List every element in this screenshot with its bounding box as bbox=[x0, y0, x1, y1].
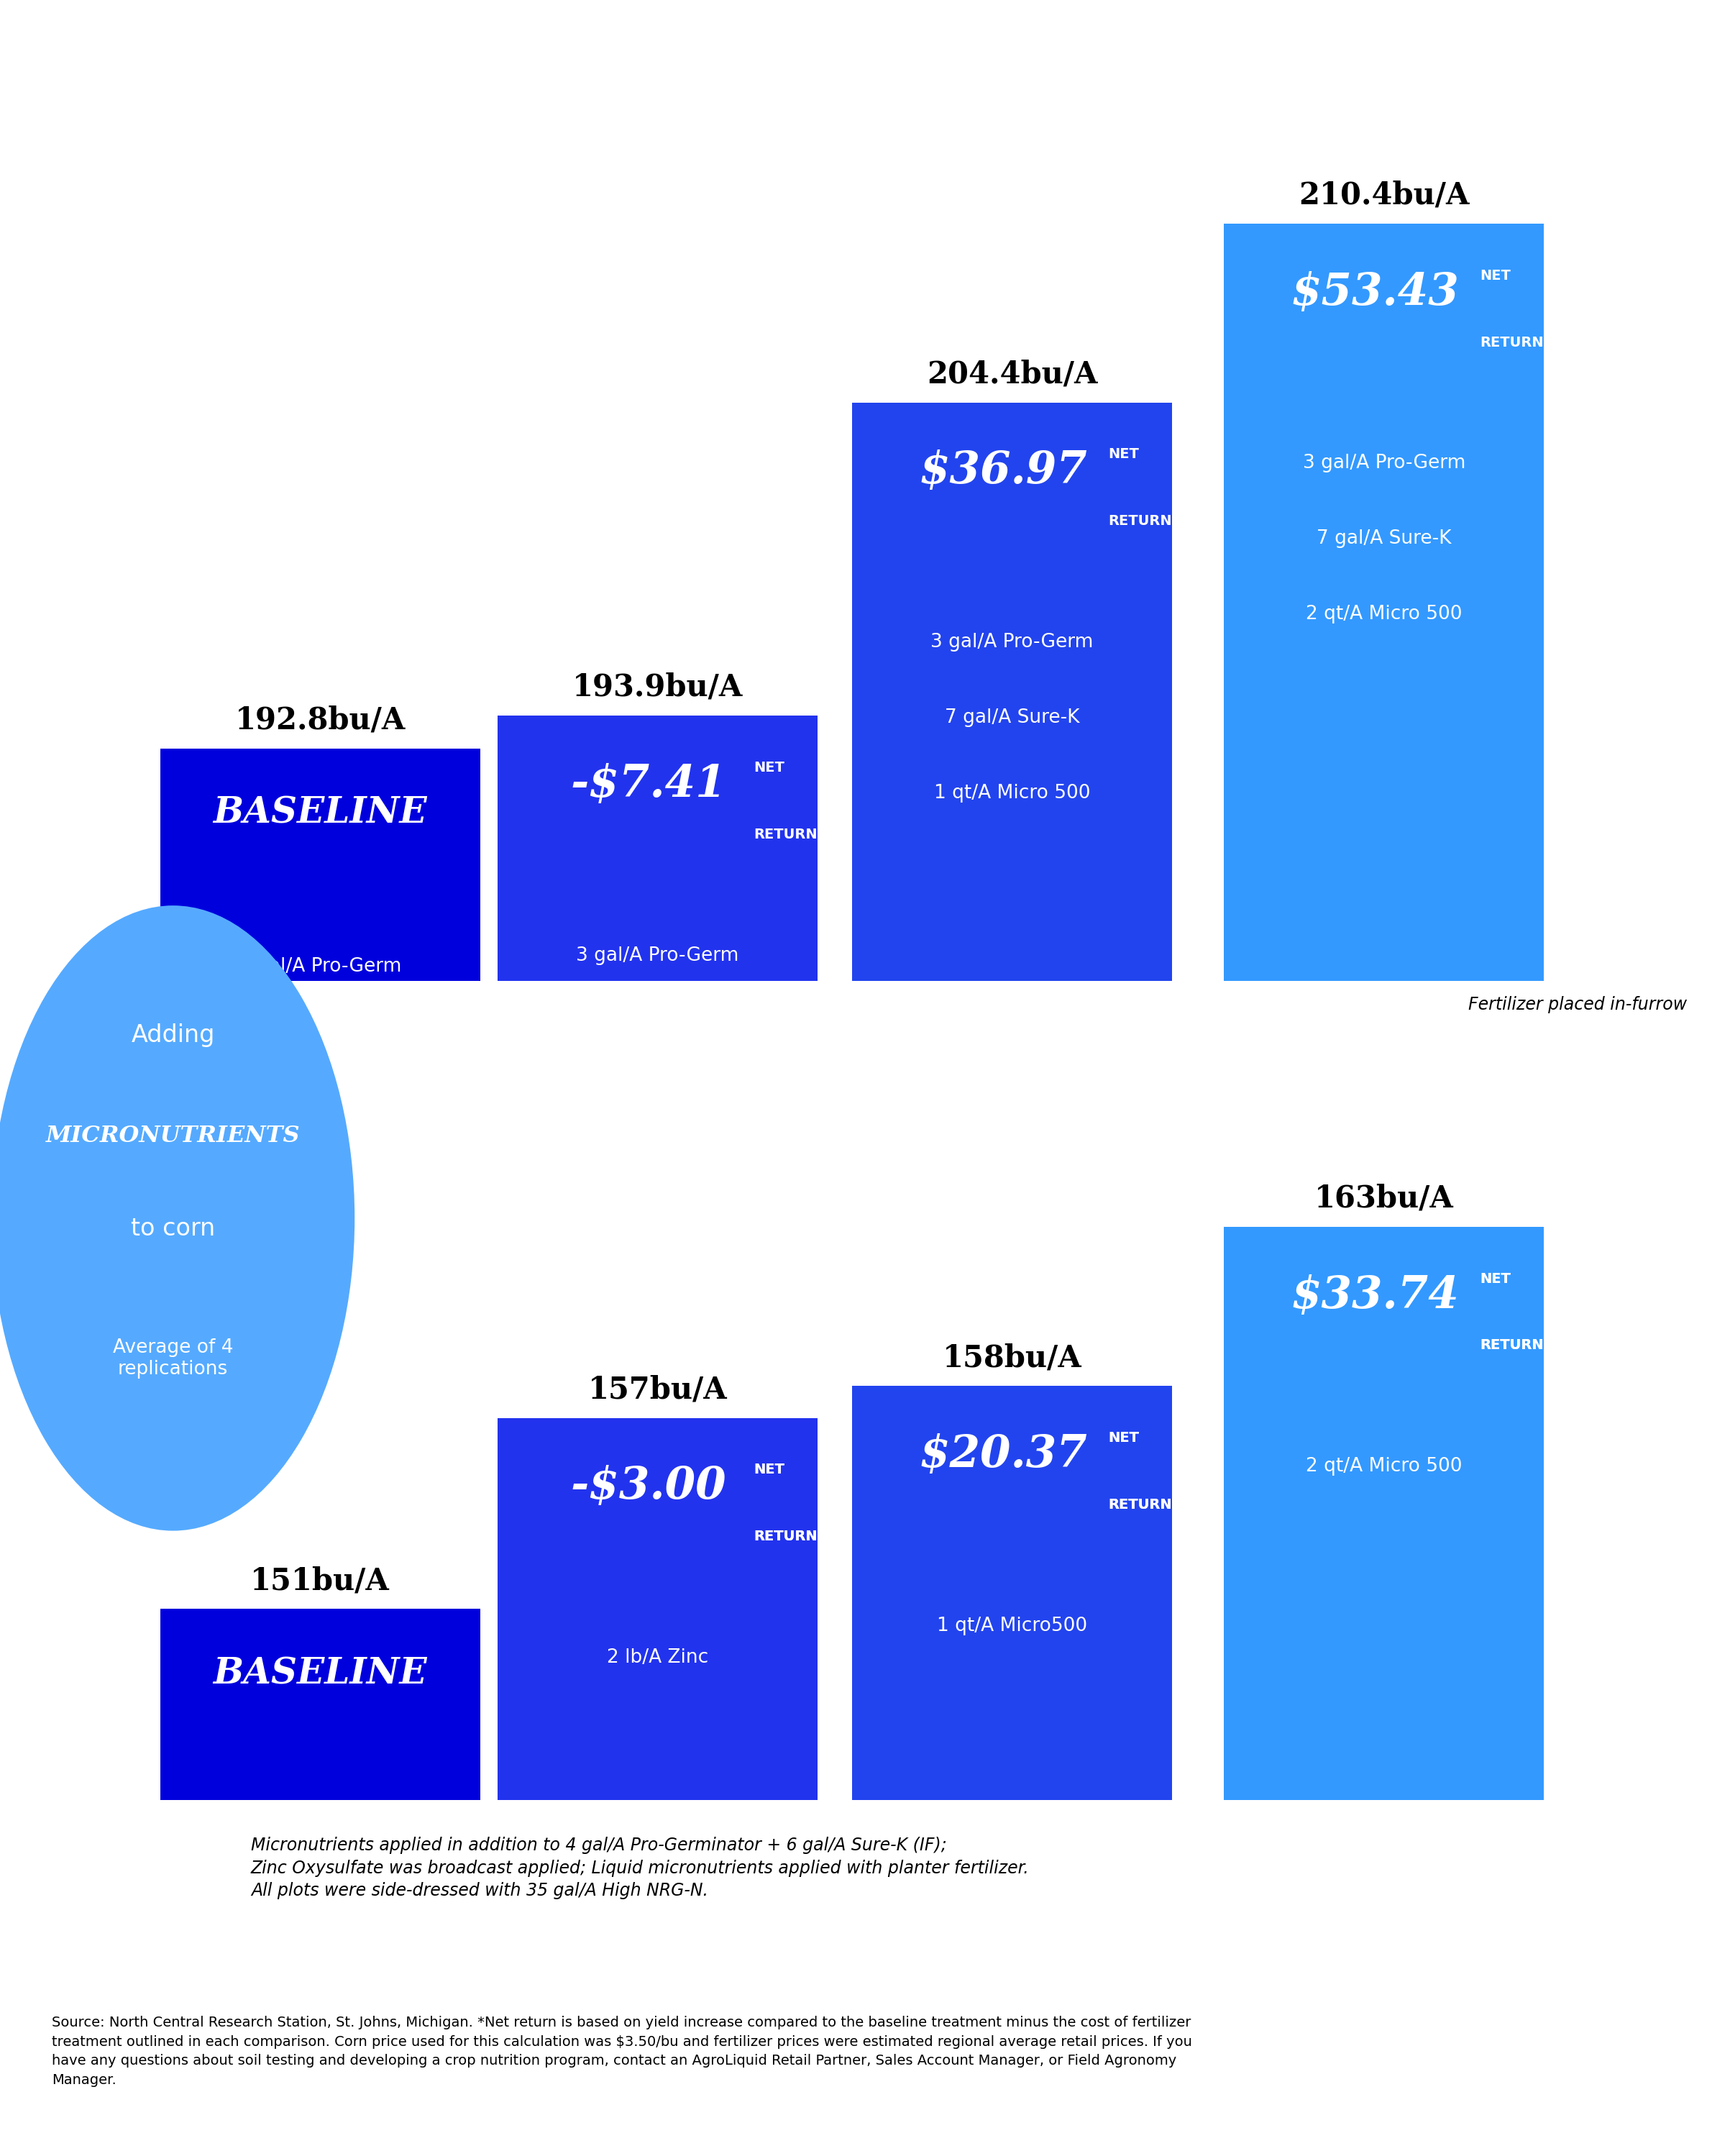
Text: 7 gal/A Sure-K: 7 gal/A Sure-K bbox=[1317, 530, 1451, 548]
Text: NET: NET bbox=[754, 1464, 784, 1477]
Text: $53.43: $53.43 bbox=[1291, 272, 1460, 315]
Text: 1 qt/A EDTA Zn: 1 qt/A EDTA Zn bbox=[586, 1097, 728, 1117]
Text: 1 qt/A Micro500: 1 qt/A Micro500 bbox=[938, 1617, 1086, 1634]
Text: Micronutrients applied in addition to 4 gal/A Pro-Germinator + 6 gal/A Sure-K (I: Micronutrients applied in addition to 4 … bbox=[251, 1837, 1029, 1899]
Text: 2 qt/A Micro 500: 2 qt/A Micro 500 bbox=[1306, 1457, 1462, 1477]
Text: NET: NET bbox=[754, 1464, 784, 1477]
Text: Fertilizer placed in-furrow: Fertilizer placed in-furrow bbox=[1469, 996, 1687, 1013]
Text: NET: NET bbox=[1481, 1272, 1510, 1285]
Text: $33.74: $33.74 bbox=[1291, 1274, 1460, 1317]
Text: Source: North Central Research Station, St. Johns, Michigan. *Net return is base: Source: North Central Research Station, … bbox=[52, 2016, 1192, 2087]
Text: 2 qt/A Micro 500: 2 qt/A Micro 500 bbox=[1306, 606, 1462, 623]
Bar bbox=[498, 1419, 818, 1800]
Bar bbox=[1225, 1227, 1545, 1800]
Ellipse shape bbox=[0, 906, 355, 1531]
Text: 151bu/A: 151bu/A bbox=[251, 1565, 389, 1595]
Text: -$3.00: -$3.00 bbox=[571, 1466, 727, 1509]
Text: 3 gal/A Pro-Germ: 3 gal/A Pro-Germ bbox=[239, 957, 401, 977]
Text: 157bu/A: 157bu/A bbox=[588, 1376, 727, 1406]
Bar bbox=[159, 1608, 479, 1800]
Text: 7 gal/A Sure-K: 7 gal/A Sure-K bbox=[253, 1033, 388, 1052]
Text: 193.9bu/A: 193.9bu/A bbox=[573, 673, 742, 703]
Text: RETURN*: RETURN* bbox=[1481, 336, 1552, 349]
Text: RETURN: RETURN bbox=[1107, 1498, 1171, 1511]
Text: to corn: to corn bbox=[131, 1216, 215, 1242]
Text: RETURN*: RETURN* bbox=[754, 828, 825, 841]
Text: 163bu/A: 163bu/A bbox=[1315, 1184, 1453, 1214]
Text: 7 gal/A Sure-K: 7 gal/A Sure-K bbox=[590, 1022, 725, 1041]
Text: No Micronutrients: No Micronutrients bbox=[235, 1818, 405, 1837]
Text: NET: NET bbox=[1107, 1432, 1138, 1445]
Text: RETURN*: RETURN* bbox=[754, 1531, 825, 1544]
Text: 3 gal/A Pro-Germ: 3 gal/A Pro-Germ bbox=[931, 634, 1093, 651]
Text: 1 qt/A Micro 500: 1 qt/A Micro 500 bbox=[934, 785, 1090, 802]
Text: NET: NET bbox=[1481, 270, 1510, 282]
Text: 1 qt/A Mn: 1 qt/A Mn bbox=[612, 1173, 702, 1192]
Text: 204.4bu/A: 204.4bu/A bbox=[927, 360, 1097, 390]
Text: RETURN*: RETURN* bbox=[1481, 1339, 1552, 1352]
Text: 7 gal/A Sure-K: 7 gal/A Sure-K bbox=[945, 709, 1080, 727]
Text: NET: NET bbox=[1481, 1272, 1510, 1285]
Text: BASELINE: BASELINE bbox=[213, 1656, 427, 1692]
Text: 3 gal/A Pro-Germ: 3 gal/A Pro-Germ bbox=[1303, 455, 1465, 472]
Text: $36.97: $36.97 bbox=[919, 451, 1088, 494]
Text: BASELINE: BASELINE bbox=[213, 796, 427, 830]
Text: RETURN*: RETURN* bbox=[1107, 1498, 1180, 1511]
Text: Adding: Adding bbox=[131, 1022, 215, 1048]
Text: RETURN*: RETURN* bbox=[754, 1531, 825, 1544]
Text: 2 lb/A Zinc: 2 lb/A Zinc bbox=[607, 1649, 708, 1667]
Text: NET: NET bbox=[754, 761, 784, 774]
Text: $20.37: $20.37 bbox=[919, 1434, 1088, 1477]
Text: RETURN: RETURN bbox=[1481, 1339, 1543, 1352]
Bar bbox=[1225, 224, 1545, 981]
Bar bbox=[498, 716, 818, 981]
Text: -$7.41: -$7.41 bbox=[571, 763, 727, 806]
Text: MICRONUTRIENTS: MICRONUTRIENTS bbox=[47, 1125, 299, 1147]
Text: RETURN*: RETURN* bbox=[1107, 515, 1180, 528]
Text: Average of 4
replications: Average of 4 replications bbox=[112, 1339, 234, 1378]
Text: 3 gal/A Pro-Germ: 3 gal/A Pro-Germ bbox=[576, 946, 739, 966]
Bar bbox=[851, 403, 1173, 981]
Text: NET: NET bbox=[1107, 1432, 1138, 1445]
Text: 158bu/A: 158bu/A bbox=[943, 1343, 1081, 1373]
Text: NET: NET bbox=[1107, 448, 1138, 461]
Bar bbox=[159, 748, 479, 981]
Text: 210.4bu/A: 210.4bu/A bbox=[1299, 181, 1469, 211]
Text: 192.8bu/A: 192.8bu/A bbox=[235, 705, 405, 735]
Bar bbox=[851, 1386, 1173, 1800]
